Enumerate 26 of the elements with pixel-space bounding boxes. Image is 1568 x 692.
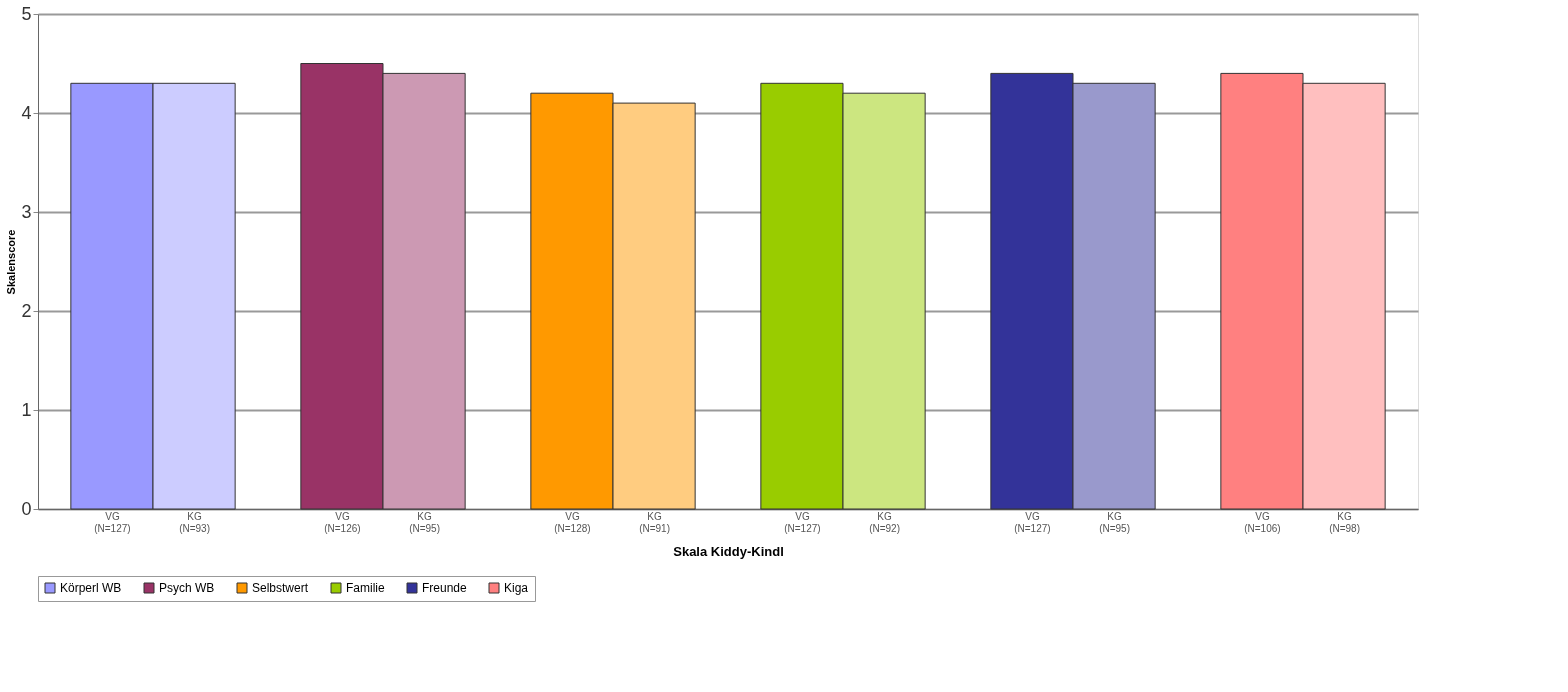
legend-label: Freunde bbox=[422, 581, 468, 595]
y-tick-label: 5 bbox=[21, 3, 32, 24]
x-tick-label: VG (N=106) bbox=[1244, 510, 1281, 534]
x-tick-label: VG (N=127) bbox=[94, 510, 131, 534]
x-tick-label: VG (N=127) bbox=[784, 510, 821, 534]
legend-label: Familie bbox=[346, 581, 385, 595]
legend-label: Kiga bbox=[504, 581, 529, 595]
y-tick-label: 1 bbox=[21, 399, 32, 420]
x-tick-label: KG (N=93) bbox=[179, 510, 210, 534]
legend-label: Psych WB bbox=[159, 581, 215, 595]
x-tick-label: KG (N=92) bbox=[869, 510, 900, 534]
x-tick-label: VG (N=128) bbox=[554, 510, 591, 534]
x-axis-title: Skala Kiddy-Kindl bbox=[673, 543, 784, 559]
y-tick-label: 0 bbox=[21, 498, 32, 519]
y-axis-title: Skalenscore bbox=[5, 229, 18, 295]
x-tick-label: KG (N=95) bbox=[1099, 510, 1130, 534]
legend-label: Körperl WB bbox=[60, 581, 122, 595]
legend-label: Selbstwert bbox=[252, 581, 309, 595]
y-tick-label: 4 bbox=[21, 102, 32, 123]
y-tick-label: 3 bbox=[21, 201, 32, 222]
x-tick-label: KG (N=98) bbox=[1329, 510, 1360, 534]
y-tick-label: 2 bbox=[21, 300, 32, 321]
x-tick-label: VG (N=127) bbox=[1014, 510, 1051, 534]
x-tick-label: KG (N=91) bbox=[639, 510, 670, 534]
x-tick-label: KG (N=95) bbox=[409, 510, 440, 534]
x-tick-label: VG (N=126) bbox=[324, 510, 361, 534]
